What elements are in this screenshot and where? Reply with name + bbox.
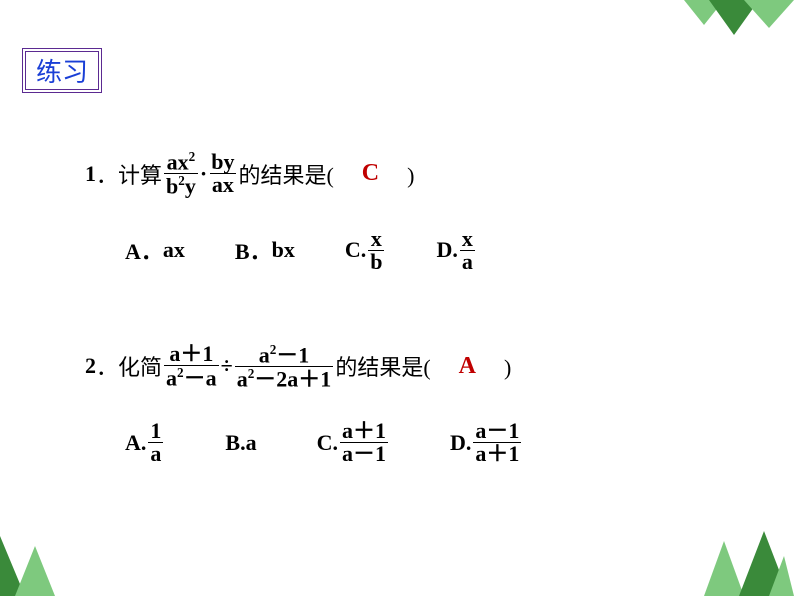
q1-pre: ．计算 — [96, 158, 162, 190]
q2-options: A. 1 a B.a C. a＋1 a－1 D. a－1 — [85, 420, 725, 465]
q1-post: 的结果是( — [238, 158, 355, 190]
q1-option-c: C. x b — [345, 228, 387, 273]
q1-option-a: A．ax — [125, 228, 185, 273]
title-text: 练习 — [36, 58, 88, 87]
q2-post: 的结果是( — [335, 350, 452, 382]
q2-div: ÷ — [221, 353, 233, 379]
q2-frac1: a＋1 a2－a — [164, 343, 219, 389]
q1-close: ) — [385, 158, 414, 190]
q2-number: 2 — [85, 353, 96, 379]
q2-frac2: a2－1 a2－2a＋1 — [235, 343, 334, 391]
problem-1: 1 ．计算 ax2 b2y · by ax 的结果是( C ) A．ax B．b… — [85, 150, 725, 273]
q1-frac2: by ax — [209, 151, 236, 196]
q2-option-d: D. a－1 a＋1 — [450, 420, 523, 465]
decor-bottom-left — [0, 526, 60, 596]
decor-bottom-right — [694, 526, 794, 596]
problem-2-stem: 2 ．化简 a＋1 a2－a ÷ a2－1 a2－2a＋1 的结果是( A ) — [85, 343, 725, 391]
q2-option-b: B.a — [225, 420, 256, 465]
q2-close: ) — [482, 350, 511, 382]
q1-option-b: B．bx — [235, 228, 295, 273]
q2-answer: A — [459, 353, 476, 380]
problem-1-stem: 1 ．计算 ax2 b2y · by ax 的结果是( C ) — [85, 150, 725, 198]
q1-number: 1 — [85, 161, 96, 187]
decor-top-triangles — [674, 0, 794, 40]
q1-dot: · — [200, 161, 207, 187]
q2-pre: ．化简 — [96, 350, 162, 382]
q1-frac1: ax2 b2y — [164, 150, 198, 198]
problem-2: 2 ．化简 a＋1 a2－a ÷ a2－1 a2－2a＋1 的结果是( A ) … — [85, 343, 725, 466]
q1-option-d: D. x a — [436, 228, 476, 273]
q2-option-a: A. 1 a — [125, 420, 165, 465]
q1-answer: C — [362, 160, 379, 187]
q1-options: A．ax B．bx C. x b D. x a — [85, 228, 725, 273]
title-box: 练习 — [22, 48, 102, 93]
content-area: 1 ．计算 ax2 b2y · by ax 的结果是( C ) A．ax B．b… — [85, 150, 725, 535]
q2-option-c: C. a＋1 a－1 — [317, 420, 390, 465]
